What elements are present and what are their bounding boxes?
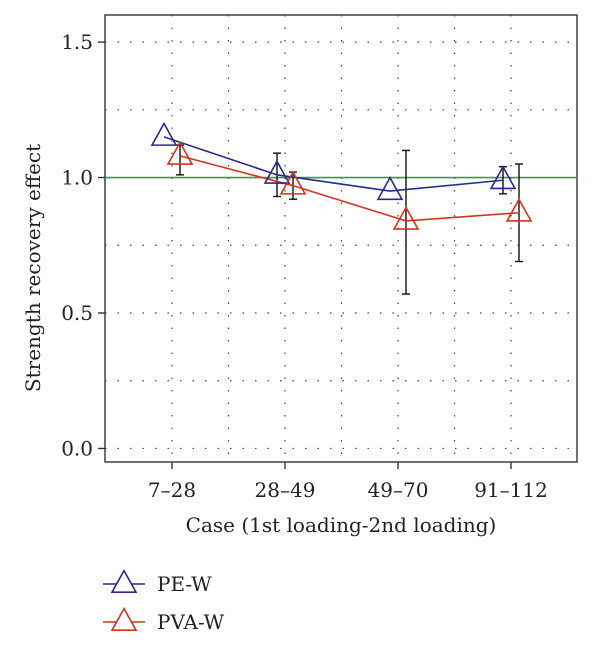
data-point-pva-w: [392, 205, 420, 230]
series-lines: [163, 136, 520, 222]
y-tick-label: 0.5: [61, 301, 93, 325]
data-point-pva-w: [166, 140, 194, 165]
legend-label-pva-w: PVA-W: [157, 610, 225, 634]
data-point-pva-w: [279, 170, 307, 195]
plot-frame: [104, 14, 578, 463]
y-axis-label: Strength recovery effect: [21, 144, 45, 392]
error-bars: [176, 144, 523, 295]
legend: PE-W PVA-W: [103, 568, 225, 634]
data-point-pe-w: [263, 159, 291, 184]
axis-ticks: 0.0 0.5 1.0 1.5 7–28 28–49 49–70 91–112: [61, 30, 548, 502]
x-tick-label: 91–112: [474, 478, 548, 502]
data-point-pe-w: [150, 121, 178, 146]
x-tick-label: 7–28: [148, 478, 196, 502]
data-point-pe-w: [376, 176, 404, 201]
x-tick-label: 28–49: [255, 478, 316, 502]
legend-label-pe-w: PE-W: [157, 572, 212, 596]
y-tick-label: 1.0: [61, 166, 93, 190]
series-line-pe-w: [163, 136, 504, 192]
data-point-pva-w: [505, 197, 533, 222]
y-tick-label: 1.5: [61, 30, 93, 54]
data-point-pe-w: [489, 165, 517, 190]
legend-marker-pe-w: [110, 568, 138, 594]
x-tick-label: 49–70: [368, 478, 429, 502]
legend-marker-pva-w: [110, 606, 138, 632]
series-markers: [150, 121, 533, 230]
x-axis-label: Case (1st loading-2nd loading): [186, 513, 497, 537]
grid: [105, 15, 577, 462]
series-line-pva-w: [179, 155, 520, 222]
y-tick-label: 0.0: [61, 436, 93, 460]
